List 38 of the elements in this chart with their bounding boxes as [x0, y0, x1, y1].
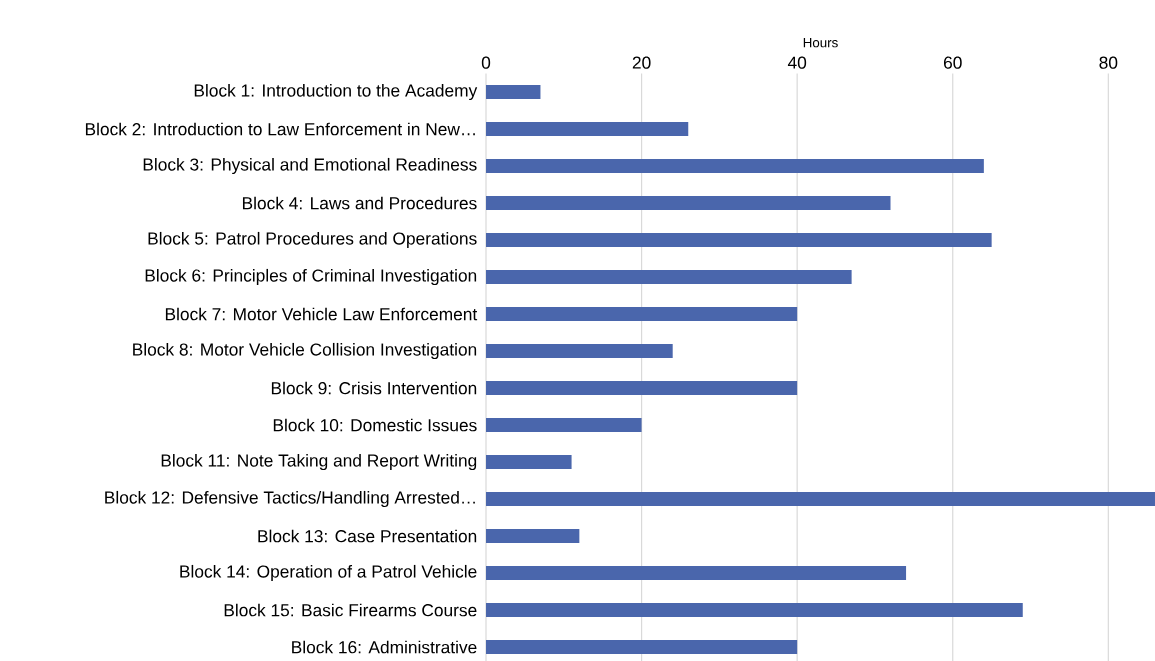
- bar: [486, 492, 1155, 506]
- x-tick-label: 40: [787, 56, 807, 69]
- y-tick-label: Block 11: Note Taking and Report Writing: [161, 453, 477, 471]
- y-tick-label: Block 15: Basic Firearms Course: [224, 603, 477, 617]
- y-tick-label: Block 5: Patrol Procedures and Operations: [148, 231, 477, 249]
- y-tick-label: Block 12: Defensive Tactics/Handling Arrested…: [105, 490, 475, 508]
- y-tick-label: Block 3: Physical and Emotional Readiness: [143, 157, 477, 175]
- y-tick-label: Block 4: Laws and Procedures: [242, 196, 477, 210]
- y-tick-label: Block 16: Administrative: [292, 640, 477, 654]
- bar: [486, 529, 580, 544]
- y-tick-label: Block 1: Introduction to the Academy: [194, 83, 478, 101]
- y-tick-label: Block 7: Motor Vehicle Law Enforcement: [165, 307, 478, 321]
- bar: [486, 122, 689, 136]
- y-tick-label: Block 9: Crisis Intervention: [271, 381, 477, 395]
- bar: [486, 344, 673, 358]
- bar: [486, 270, 852, 284]
- y-tick-label: Block 6: Principles of Criminal Investigation: [145, 268, 477, 286]
- bar: [486, 196, 891, 210]
- x-tick-label: 60: [943, 56, 962, 69]
- bar: [486, 233, 992, 248]
- bar: [486, 159, 984, 173]
- bar: [486, 418, 642, 432]
- bar: [486, 307, 798, 322]
- bar: [486, 603, 1023, 618]
- bar: [486, 381, 798, 396]
- x-tick-label: 80: [1099, 56, 1118, 69]
- y-tick-label: Block 10: Domestic Issues: [273, 418, 477, 432]
- bar: [486, 85, 541, 99]
- bar: [486, 455, 572, 470]
- y-tick-label: Block 14: Operation of a Patrol Vehicle: [180, 564, 477, 582]
- y-tick-label: Block 2: Introduction to Law Enforcement in New…: [85, 122, 475, 136]
- x-axis-title: Hours: [803, 38, 838, 48]
- bar: [486, 566, 907, 580]
- x-tick-label: 20: [632, 56, 651, 69]
- x-tick-label: 0: [481, 56, 491, 69]
- y-tick-label: Block 8: Motor Vehicle Collision Investigation: [133, 342, 477, 360]
- bar: [486, 640, 798, 655]
- y-tick-label: Block 13: Case Presentation: [258, 529, 477, 543]
